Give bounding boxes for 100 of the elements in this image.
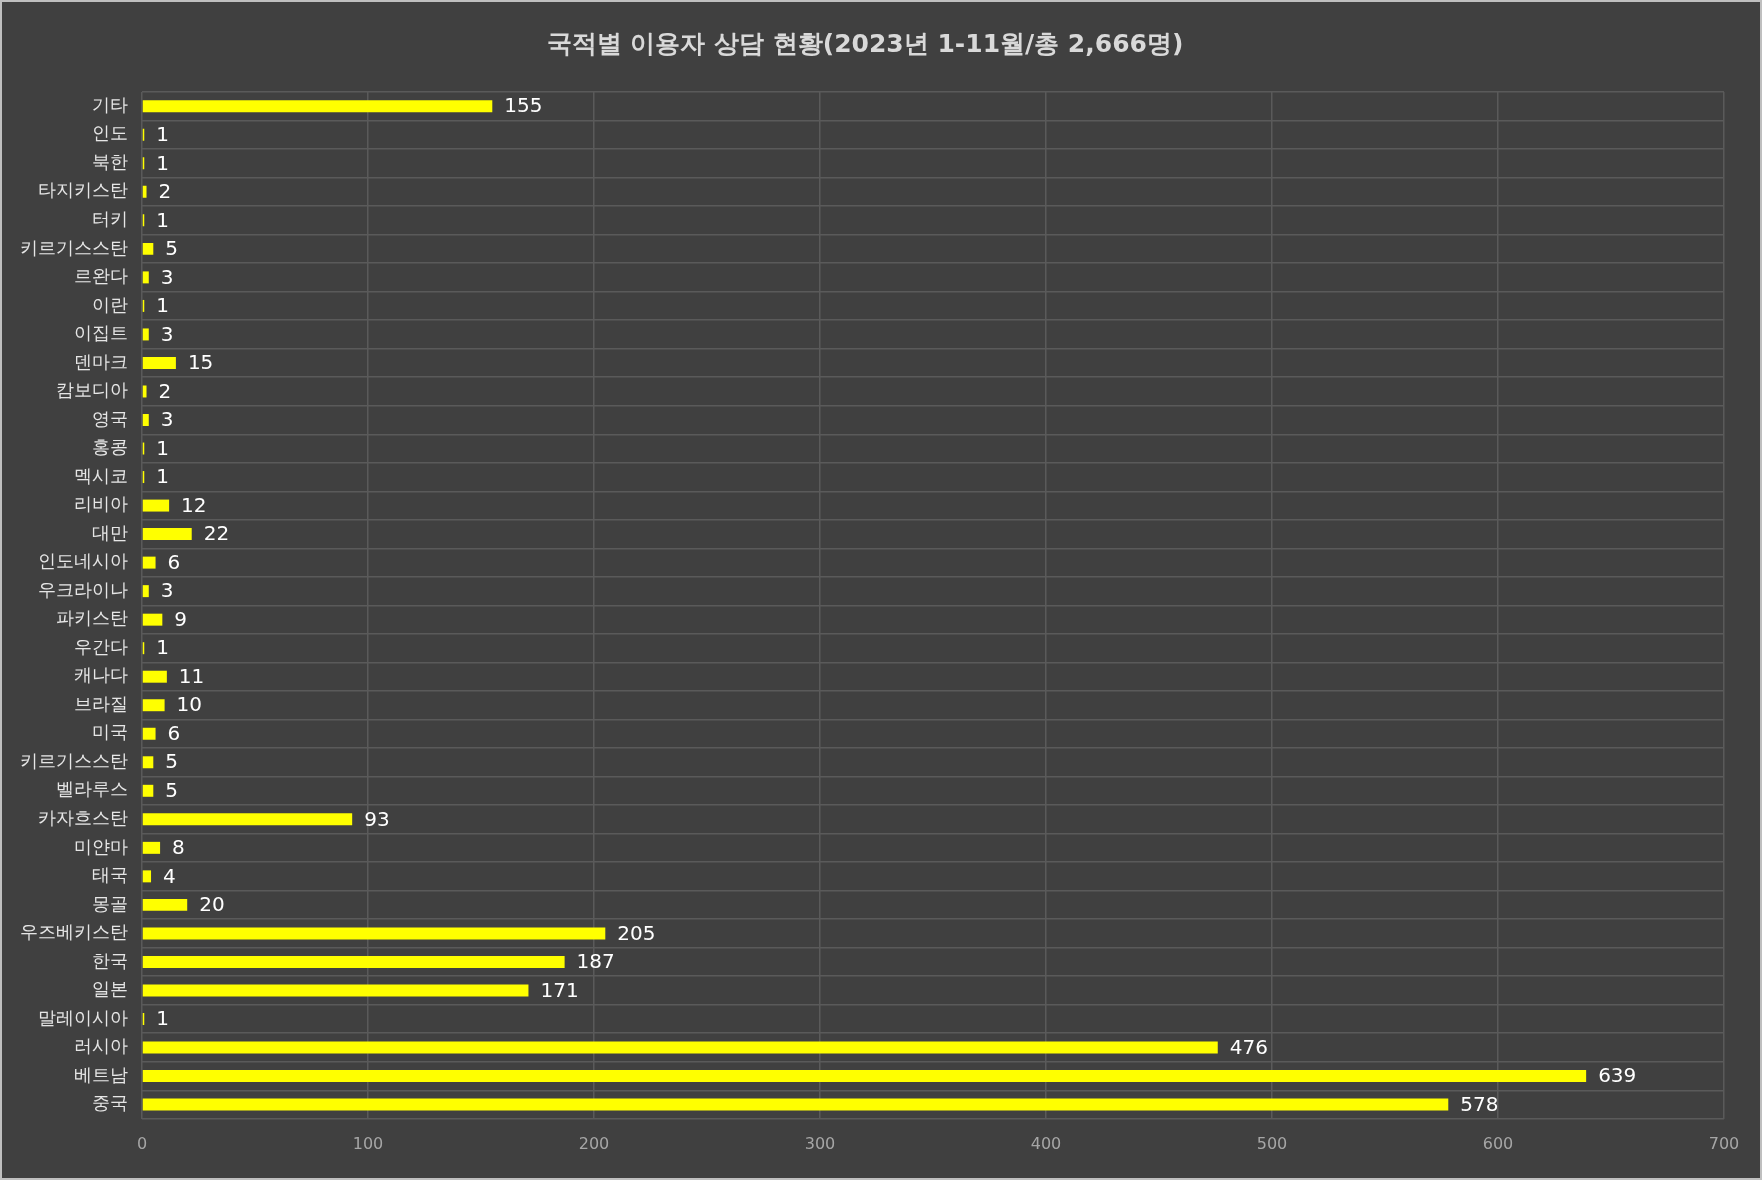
data-label: 2 bbox=[158, 378, 172, 403]
data-label: 20 bbox=[199, 892, 225, 917]
y-tick-label: 덴마크 bbox=[74, 350, 128, 372]
data-label: 22 bbox=[203, 521, 230, 546]
y-tick-label: 미국 bbox=[92, 721, 128, 743]
data-label: 3 bbox=[160, 407, 174, 432]
bar bbox=[142, 100, 493, 113]
chart-title: 국적별 이용자 상담 현황(2023년 1-11월/총 2,666명) bbox=[546, 28, 1184, 58]
bar bbox=[142, 699, 165, 712]
bar bbox=[142, 528, 192, 541]
x-tick-label: 300 bbox=[804, 1133, 836, 1153]
y-tick-label: 우크라이나 bbox=[38, 578, 128, 600]
bar bbox=[142, 1098, 1449, 1111]
data-label: 9 bbox=[174, 606, 188, 631]
data-label: 1 bbox=[156, 635, 169, 660]
y-tick-label: 베트남 bbox=[74, 1063, 128, 1085]
y-tick-label: 캄보디아 bbox=[56, 379, 128, 401]
y-tick-label: 말레이시아 bbox=[38, 1006, 128, 1028]
y-tick-label: 영국 bbox=[92, 407, 128, 429]
y-tick-label: 카자흐스탄 bbox=[38, 806, 128, 828]
data-label: 3 bbox=[160, 321, 174, 346]
y-tick-label: 홍콩 bbox=[92, 436, 128, 458]
y-tick-label: 태국 bbox=[92, 864, 128, 886]
y-tick-label: 리비아 bbox=[74, 493, 128, 515]
y-tick-label: 한국 bbox=[92, 949, 128, 971]
bar bbox=[142, 328, 149, 341]
bar bbox=[142, 385, 147, 398]
data-label: 6 bbox=[167, 720, 181, 745]
data-label: 10 bbox=[176, 692, 203, 717]
data-label: 5 bbox=[165, 749, 179, 774]
data-label: 1 bbox=[156, 1006, 169, 1031]
bar bbox=[142, 955, 565, 968]
bar bbox=[142, 927, 606, 940]
bar bbox=[142, 898, 188, 911]
bar bbox=[142, 670, 167, 683]
y-tick-label: 대만 bbox=[92, 521, 128, 543]
y-tick-label: 멕시코 bbox=[74, 464, 128, 486]
bar bbox=[142, 1041, 1218, 1054]
bar bbox=[142, 756, 154, 769]
data-label: 1 bbox=[156, 464, 169, 489]
data-label: 187 bbox=[576, 949, 615, 974]
bar bbox=[142, 613, 163, 626]
y-tick-label: 파키스탄 bbox=[56, 607, 128, 629]
bar bbox=[142, 242, 154, 255]
y-tick-label: 우즈베키스탄 bbox=[20, 921, 128, 943]
data-label: 11 bbox=[178, 663, 205, 688]
data-label: 8 bbox=[172, 835, 185, 860]
bar bbox=[142, 556, 156, 569]
bar bbox=[142, 984, 529, 997]
bar bbox=[142, 585, 149, 598]
y-tick-label: 르완다 bbox=[74, 265, 128, 287]
data-label: 3 bbox=[160, 264, 174, 289]
data-label: 2 bbox=[158, 179, 172, 204]
y-tick-label: 브라질 bbox=[74, 692, 128, 714]
y-tick-label: 인도 bbox=[92, 122, 128, 144]
y-tick-label: 이란 bbox=[92, 293, 128, 315]
x-tick-label: 500 bbox=[1256, 1133, 1288, 1153]
data-label: 171 bbox=[540, 977, 579, 1002]
y-tick-label: 이집트 bbox=[74, 322, 128, 344]
x-tick-label: 100 bbox=[352, 1133, 384, 1153]
x-tick-label: 400 bbox=[1030, 1133, 1062, 1153]
bar bbox=[142, 870, 152, 883]
y-tick-label: 기타 bbox=[92, 93, 128, 115]
bar bbox=[142, 185, 147, 198]
y-tick-label: 캐나다 bbox=[74, 664, 128, 686]
y-tick-label: 미얀마 bbox=[74, 835, 128, 857]
data-label: 578 bbox=[1460, 1091, 1499, 1116]
data-label: 1 bbox=[156, 150, 169, 175]
bar bbox=[142, 784, 154, 797]
data-label: 15 bbox=[187, 350, 214, 375]
data-label: 5 bbox=[165, 778, 179, 802]
data-label: 476 bbox=[1229, 1034, 1268, 1059]
data-label: 155 bbox=[504, 93, 543, 118]
y-tick-label: 러시아 bbox=[74, 1035, 128, 1057]
bar bbox=[142, 414, 149, 426]
y-tick-label: 인도네시아 bbox=[38, 550, 128, 572]
data-label: 6 bbox=[167, 549, 181, 574]
data-label: 5 bbox=[165, 236, 179, 261]
data-label: 1 bbox=[156, 121, 169, 146]
bar bbox=[142, 1070, 1587, 1083]
data-label: 1 bbox=[156, 435, 169, 460]
bar bbox=[142, 813, 353, 826]
y-tick-label: 벨라루스 bbox=[56, 778, 128, 800]
bar bbox=[142, 727, 156, 740]
data-label: 12 bbox=[181, 492, 207, 517]
y-tick-label: 중국 bbox=[92, 1092, 128, 1114]
y-tick-label: 몽골 bbox=[92, 892, 128, 914]
data-label: 93 bbox=[364, 806, 390, 831]
y-tick-label: 터키 bbox=[92, 208, 128, 230]
data-label: 1 bbox=[156, 207, 169, 232]
y-tick-label: 북한 bbox=[92, 150, 128, 172]
data-label: 4 bbox=[163, 863, 176, 888]
data-label: 205 bbox=[617, 920, 656, 945]
y-tick-label: 타지키스탄 bbox=[38, 179, 128, 201]
bar bbox=[142, 841, 161, 854]
x-tick-label: 0 bbox=[136, 1133, 148, 1153]
y-tick-label: 우간다 bbox=[74, 635, 128, 657]
bar bbox=[142, 499, 170, 512]
bar bbox=[142, 356, 176, 369]
data-label: 1 bbox=[156, 293, 169, 318]
